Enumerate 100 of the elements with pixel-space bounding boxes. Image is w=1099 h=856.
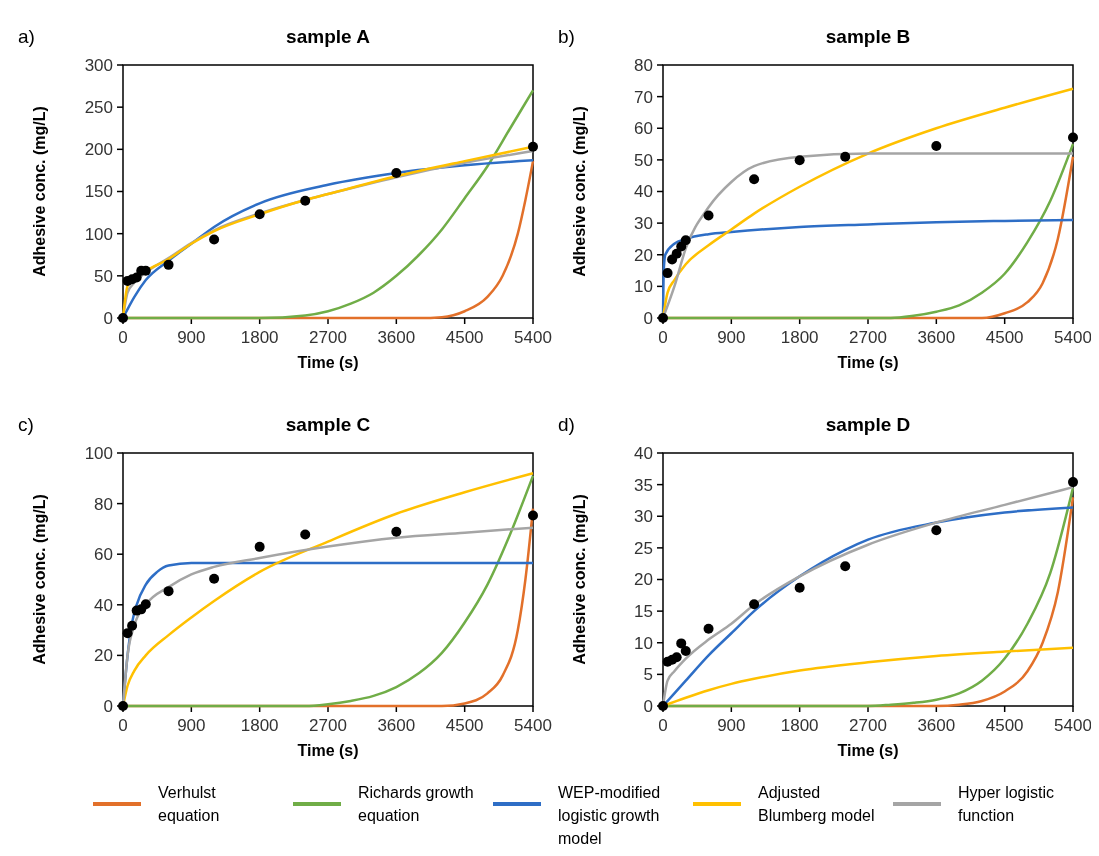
x-tick-label: 4500 — [985, 716, 1024, 735]
x-tick-label: 900 — [177, 716, 206, 735]
x-axis-title: Time (s) — [297, 742, 359, 759]
point — [671, 652, 682, 663]
legend-label: Adjusted Blumberg model — [758, 784, 875, 824]
x-tick-label: 5400 — [514, 328, 552, 347]
point — [931, 140, 942, 151]
x-tick-label: 3600 — [917, 328, 956, 347]
point — [662, 268, 673, 279]
y-tick-label: 200 — [84, 140, 113, 160]
y-tick-label: 300 — [84, 55, 113, 75]
x-axis-title: Time (s) — [837, 742, 899, 759]
point — [209, 573, 220, 584]
y-tick-label: 20 — [94, 646, 113, 666]
x-tick-label: 0 — [658, 716, 668, 735]
x-tick-label: 900 — [717, 328, 746, 347]
x-tick-label: 0 — [118, 328, 128, 347]
point — [703, 210, 714, 221]
chart-title: sample B — [825, 26, 911, 47]
y-axis-title: Adhesive conc. (mg/L) — [31, 106, 48, 277]
y-tick-label: 5 — [643, 665, 653, 685]
point — [931, 525, 942, 536]
x-axis-title: Time (s) — [297, 354, 359, 371]
x-tick-label: 2700 — [309, 328, 347, 347]
point — [118, 701, 128, 711]
point — [254, 541, 265, 552]
point — [209, 234, 220, 245]
legend-label: Hyper logistic function — [958, 784, 1055, 824]
legend-label: Verhulst equation — [158, 784, 220, 824]
y-tick-label: 50 — [94, 266, 113, 286]
x-tick-label: 4500 — [985, 328, 1024, 347]
point — [1068, 477, 1078, 488]
text: b) — [558, 26, 575, 47]
y-tick-label: 20 — [634, 245, 653, 265]
x-tick-label: 5400 — [1054, 716, 1092, 735]
y-tick-label: 50 — [634, 150, 653, 170]
y-tick-label: 40 — [634, 182, 653, 202]
y-tick-label: 15 — [634, 602, 653, 622]
y-tick-label: 80 — [94, 494, 113, 514]
y-tick-label: 35 — [634, 475, 653, 495]
x-tick-label: 1800 — [240, 716, 279, 735]
y-tick-label: 60 — [94, 545, 113, 565]
point — [163, 259, 174, 270]
x-tick-label: 2700 — [849, 716, 887, 735]
y-tick-label: 30 — [634, 214, 653, 234]
y-axis-title: Adhesive conc. (mg/L) — [571, 494, 588, 665]
y-axis-title: Adhesive conc. (mg/L) — [571, 106, 588, 277]
x-tick-label: 2700 — [849, 328, 887, 347]
y-tick-label: 30 — [634, 507, 653, 527]
point — [254, 209, 265, 220]
point — [676, 638, 687, 649]
x-tick-label: 0 — [658, 328, 668, 347]
point — [391, 167, 402, 178]
text: a) — [18, 26, 35, 47]
x-tick-label: 1800 — [780, 328, 819, 347]
point — [671, 248, 682, 259]
point — [680, 645, 691, 656]
point — [1068, 132, 1078, 143]
y-tick-label: 60 — [634, 119, 653, 139]
chart-title: sample C — [285, 414, 371, 435]
point — [749, 599, 760, 610]
point — [840, 151, 851, 162]
y-tick-label: 0 — [103, 308, 113, 328]
y-tick-label: 0 — [643, 308, 653, 328]
legend-label: Richards growth equation — [358, 784, 474, 824]
x-tick-label: 4500 — [445, 328, 484, 347]
point — [140, 599, 151, 610]
point — [528, 141, 538, 152]
x-tick-label: 5400 — [514, 716, 552, 735]
point — [794, 582, 805, 593]
point — [658, 313, 668, 323]
point — [118, 313, 128, 323]
point — [840, 561, 851, 572]
y-tick-label: 100 — [84, 443, 113, 463]
y-tick-label: 40 — [94, 595, 113, 615]
x-tick-label: 900 — [177, 328, 206, 347]
y-tick-label: 10 — [634, 633, 653, 653]
y-tick-label: 40 — [634, 443, 653, 463]
y-tick-label: 80 — [634, 55, 653, 75]
text: d) — [558, 414, 575, 435]
point — [127, 620, 138, 631]
legend-label: WEP-modified logistic growth model — [558, 784, 661, 847]
point — [749, 174, 760, 185]
point — [703, 623, 714, 634]
x-tick-label: 1800 — [780, 716, 819, 735]
x-tick-label: 0 — [118, 716, 128, 735]
chart-title: sample D — [825, 414, 911, 435]
y-tick-label: 70 — [634, 87, 653, 107]
y-tick-label: 100 — [84, 224, 113, 244]
y-tick-label: 10 — [634, 277, 653, 297]
point — [680, 235, 691, 246]
x-tick-label: 3600 — [377, 716, 416, 735]
chart-title: sample A — [286, 26, 371, 47]
y-tick-label: 25 — [634, 538, 653, 558]
point — [391, 526, 402, 537]
y-tick-label: 150 — [84, 182, 113, 202]
point — [122, 628, 133, 639]
text: c) — [18, 414, 34, 435]
y-tick-label: 0 — [643, 696, 653, 716]
point — [300, 529, 311, 540]
